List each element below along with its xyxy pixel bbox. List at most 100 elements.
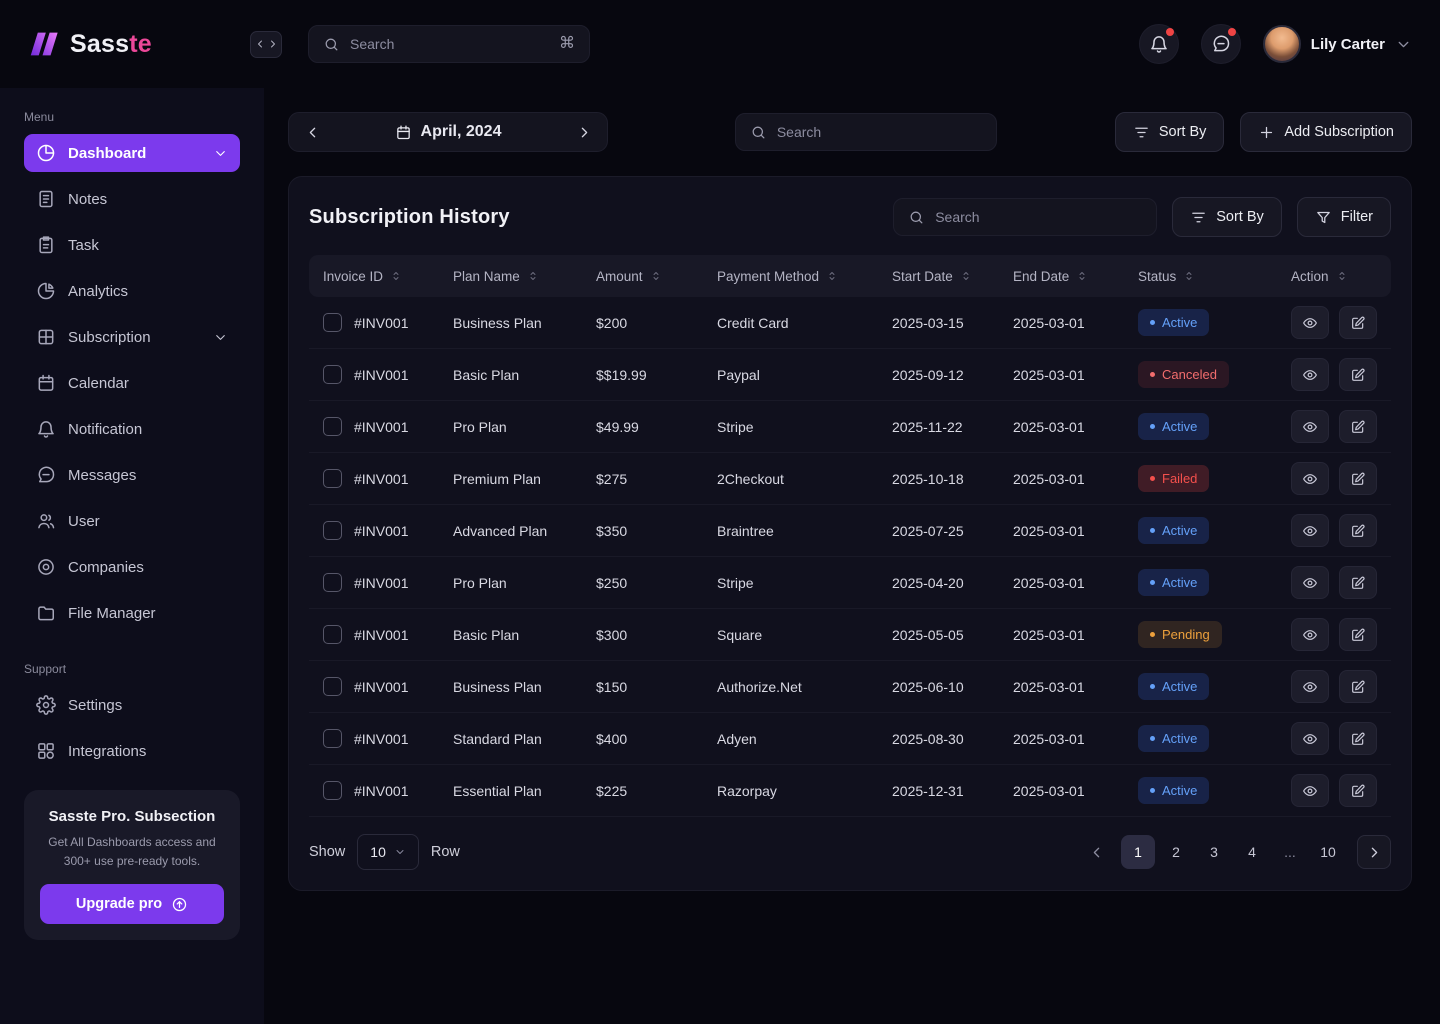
edit-button[interactable] [1339, 722, 1377, 755]
sort-icon [1076, 270, 1088, 282]
sidebar-item-notes[interactable]: Notes [24, 180, 240, 218]
page-button-3[interactable]: 3 [1197, 835, 1231, 869]
chevron-down-icon [213, 146, 228, 161]
view-button[interactable] [1291, 358, 1329, 391]
prev-month-button[interactable] [299, 119, 325, 145]
edit-button[interactable] [1339, 306, 1377, 339]
user-menu[interactable]: Lily Carter [1262, 25, 1412, 63]
pagination: 1 2 3 4... 10 [1079, 835, 1391, 869]
table-filter-button[interactable]: Filter [1296, 197, 1391, 237]
page-button-1[interactable]: 1 [1121, 835, 1155, 869]
global-search[interactable]: ⌘ [308, 25, 590, 63]
toolbar-sort-by-button[interactable]: Sort By [1114, 112, 1225, 152]
messages-button[interactable] [1200, 24, 1241, 64]
table-search-input[interactable] [935, 209, 1143, 225]
view-button[interactable] [1291, 670, 1329, 703]
sidebar-item-dashboard[interactable]: Dashboard [24, 134, 240, 172]
edit-button[interactable] [1339, 618, 1377, 651]
notifications-button[interactable] [1138, 24, 1179, 64]
view-button[interactable] [1291, 618, 1329, 651]
view-button[interactable] [1291, 722, 1329, 755]
page-button-4[interactable]: 4 [1235, 835, 1269, 869]
edit-icon [1350, 523, 1366, 539]
sidebar-item-settings[interactable]: Settings [24, 686, 240, 724]
view-button[interactable] [1291, 410, 1329, 443]
status-badge: Active [1138, 725, 1210, 752]
eye-icon [1302, 679, 1318, 695]
row-checkbox[interactable] [323, 365, 342, 384]
row-checkbox[interactable] [323, 313, 342, 332]
row-checkbox[interactable] [323, 469, 342, 488]
table-row: #INV001 Pro Plan $49.99 Stripe 2025-11-22 202… [309, 401, 1391, 453]
sidebar-item-notification[interactable]: Notification [24, 410, 240, 448]
row-checkbox[interactable] [323, 781, 342, 800]
edit-button[interactable] [1339, 462, 1377, 495]
sidebar-collapse-button[interactable] [250, 30, 282, 58]
edit-button[interactable] [1339, 566, 1377, 599]
task-icon [36, 235, 56, 255]
row-checkbox[interactable] [323, 417, 342, 436]
sidebar-item-analytics[interactable]: Analytics [24, 272, 240, 310]
rows-per-page-control: Show 10 Row [309, 834, 460, 870]
upgrade-pro-button[interactable]: Upgrade pro [40, 884, 224, 925]
column-header-start-date[interactable]: Start Date [892, 269, 1013, 284]
previous-page-button[interactable] [1079, 835, 1113, 869]
sort-icon [527, 270, 539, 282]
toolbar-search-input[interactable] [776, 124, 982, 140]
global-search-input[interactable] [350, 36, 549, 52]
next-month-button[interactable] [571, 119, 597, 145]
plan-name: Advanced Plan [453, 522, 548, 539]
edit-icon [1350, 627, 1366, 643]
edit-button[interactable] [1339, 358, 1377, 391]
sidebar-item-file-manager[interactable]: File Manager [24, 594, 240, 632]
sidebar-item-messages[interactable]: Messages [24, 456, 240, 494]
brand[interactable]: Sasste [0, 29, 264, 59]
column-header-action[interactable]: Action [1291, 269, 1377, 284]
column-header-status[interactable]: Status [1138, 269, 1291, 284]
date-navigator: April, 2024 [288, 112, 608, 152]
sidebar-item-label: Calendar [68, 374, 129, 392]
rows-per-page-select[interactable]: 10 [357, 834, 419, 870]
add-subscription-button[interactable]: Add Subscription [1240, 112, 1412, 152]
sidebar-item-label: Companies [68, 558, 144, 576]
sidebar-item-calendar[interactable]: Calendar [24, 364, 240, 402]
subscription-table: Invoice ID Plan Name Amount Payment Method S… [309, 255, 1391, 817]
page-button-2[interactable]: 2 [1159, 835, 1193, 869]
sidebar-item-user[interactable]: User [24, 502, 240, 540]
view-button[interactable] [1291, 306, 1329, 339]
view-button[interactable] [1291, 462, 1329, 495]
table-header-row: Invoice ID Plan Name Amount Payment Method S… [309, 255, 1391, 297]
row-checkbox[interactable] [323, 521, 342, 540]
page-button-10[interactable]: 10 [1311, 835, 1345, 869]
table-search[interactable] [893, 198, 1158, 236]
table-sort-by-button[interactable]: Sort By [1172, 197, 1282, 237]
column-header-amount[interactable]: Amount [596, 269, 717, 284]
row-checkbox[interactable] [323, 573, 342, 592]
sidebar-item-companies[interactable]: Companies [24, 548, 240, 586]
column-header-plan-name[interactable]: Plan Name [453, 269, 596, 284]
search-icon [750, 124, 767, 141]
toolbar-search[interactable] [734, 113, 997, 151]
view-button[interactable] [1291, 774, 1329, 807]
table-row: #INV001 Premium Plan $275 2Checkout 2025-10-… [309, 453, 1391, 505]
column-header-payment-method[interactable]: Payment Method [717, 269, 892, 284]
status-dot [1150, 684, 1155, 689]
sidebar-item-integrations[interactable]: Integrations [24, 732, 240, 770]
sidebar-item-task[interactable]: Task [24, 226, 240, 264]
row-checkbox[interactable] [323, 625, 342, 644]
view-button[interactable] [1291, 566, 1329, 599]
column-header-end-date[interactable]: End Date [1013, 269, 1138, 284]
row-checkbox[interactable] [323, 729, 342, 748]
edit-button[interactable] [1339, 514, 1377, 547]
status-badge: Active [1138, 673, 1210, 700]
edit-button[interactable] [1339, 670, 1377, 703]
column-header-invoice-id[interactable]: Invoice ID [323, 269, 453, 284]
row-checkbox[interactable] [323, 677, 342, 696]
view-button[interactable] [1291, 514, 1329, 547]
edit-button[interactable] [1339, 774, 1377, 807]
chat-icon [36, 465, 56, 485]
edit-button[interactable] [1339, 410, 1377, 443]
next-page-button[interactable] [1357, 835, 1391, 869]
chevron-left-icon [254, 38, 266, 50]
sidebar-item-subscription[interactable]: Subscription [24, 318, 240, 356]
